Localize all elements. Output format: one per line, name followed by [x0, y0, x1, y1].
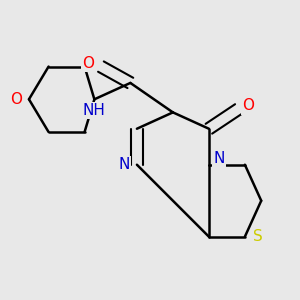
- Text: N: N: [213, 151, 224, 166]
- Text: N: N: [118, 157, 130, 172]
- Text: O: O: [10, 92, 22, 107]
- Text: O: O: [242, 98, 254, 113]
- Text: NH: NH: [83, 103, 106, 118]
- Text: O: O: [82, 56, 94, 71]
- Text: S: S: [253, 229, 263, 244]
